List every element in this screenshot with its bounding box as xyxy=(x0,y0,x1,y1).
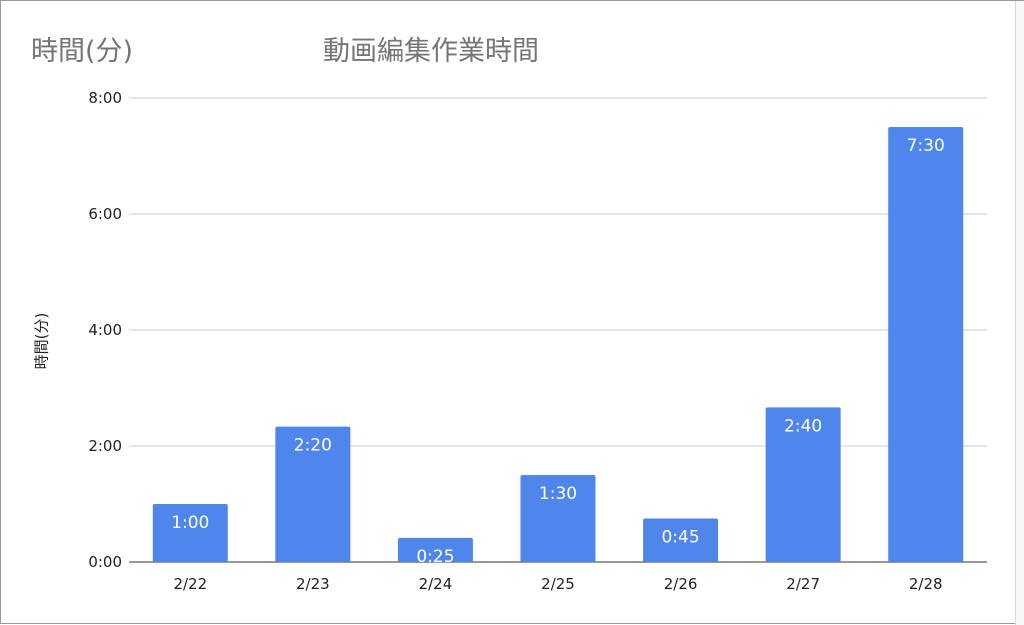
y-axis-ticks: 0:00 2:00 4:00 6:00 8:00 xyxy=(88,89,122,571)
chart-title: 動画編集作業時間 xyxy=(323,36,539,67)
bar-value-label: 2:40 xyxy=(784,416,822,436)
bar-value-label: 1:30 xyxy=(539,484,577,504)
corner-unit-label: 時間(分) xyxy=(31,36,134,67)
x-tick-label: 2/25 xyxy=(541,575,575,593)
x-axis-ticks: 2/22 2/23 2/24 2/25 2/26 2/27 2/28 xyxy=(173,575,942,593)
y-tick-label: 4:00 xyxy=(88,321,122,339)
y-tick-label: 6:00 xyxy=(88,205,122,223)
x-tick-label: 2/24 xyxy=(419,575,453,593)
bar-value-label: 1:00 xyxy=(171,513,209,533)
bar xyxy=(152,504,228,562)
y-axis-title: 時間(分) xyxy=(32,312,51,370)
bar xyxy=(888,127,964,562)
x-tick-label: 2/22 xyxy=(173,575,207,593)
adjacent-sheet-edge xyxy=(1015,1,1024,625)
bars: 1:00 2:20 0:25 1:30 0:45 2:40 7:30 xyxy=(152,127,964,567)
bar xyxy=(275,426,351,562)
x-tick-label: 2/27 xyxy=(786,575,820,593)
bar xyxy=(765,407,841,562)
y-tick-label: 2:00 xyxy=(88,437,122,455)
bar-value-label: 2:20 xyxy=(294,436,332,456)
bar xyxy=(520,475,596,562)
bar xyxy=(397,537,473,562)
y-tick-label: 0:00 xyxy=(88,553,122,571)
bar-value-label: 0:25 xyxy=(416,547,454,567)
x-tick-label: 2/26 xyxy=(664,575,698,593)
bar-value-label: 0:45 xyxy=(661,528,699,548)
x-tick-label: 2/23 xyxy=(296,575,330,593)
x-tick-label: 2/28 xyxy=(909,575,943,593)
y-tick-label: 8:00 xyxy=(88,89,122,107)
bar xyxy=(643,518,719,562)
bar-value-label: 7:30 xyxy=(907,136,945,156)
gridlines xyxy=(129,97,987,563)
